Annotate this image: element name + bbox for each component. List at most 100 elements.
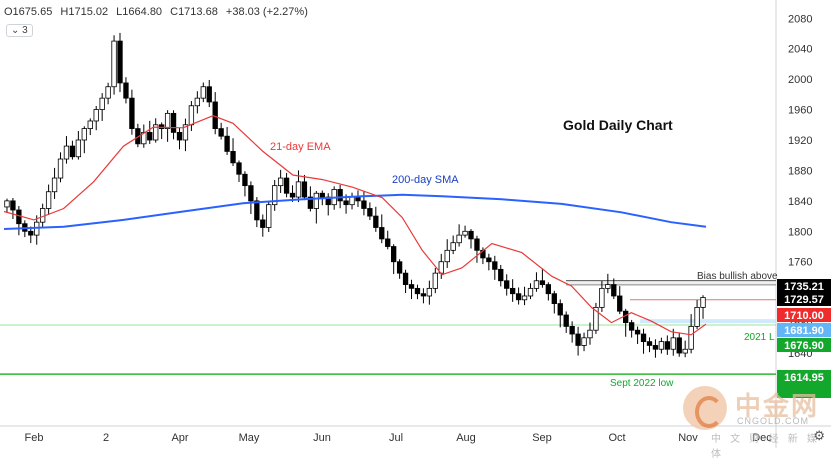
candle-body <box>426 287 433 297</box>
sept-low-label: Sept 2022 low <box>610 378 674 389</box>
price-tick-label: 2080 <box>788 13 812 25</box>
candle-body <box>414 287 421 295</box>
candle-body <box>391 246 397 263</box>
price-label-text: 1729.57 <box>784 294 824 306</box>
time-tick-label: Nov <box>678 432 698 444</box>
watermark: 中金网 CNGOLD.COM 中 文 财 经 新 媒 体 <box>677 380 827 460</box>
candle-body <box>355 196 361 202</box>
candle-body <box>266 204 272 228</box>
candle-body <box>170 112 177 133</box>
candle-body <box>153 124 159 141</box>
candle-body <box>224 135 230 152</box>
bias-label: Bias bullish above <box>697 271 778 282</box>
candle-body <box>462 230 468 236</box>
candle-body <box>581 337 587 346</box>
support-label-extra <box>777 384 831 398</box>
watermark-url: CNGOLD.COM <box>737 416 810 426</box>
price-label-1735.21 <box>777 279 831 293</box>
watermark-name: 中金网 <box>735 392 820 422</box>
candle-body <box>557 303 563 316</box>
candle-body <box>117 40 123 84</box>
candle-body <box>551 293 557 304</box>
time-tick-label: Jun <box>313 432 331 444</box>
candle-body <box>652 345 659 350</box>
candle-body <box>658 341 665 350</box>
candle-body <box>194 97 201 107</box>
watermark-tagline: 中 文 财 经 新 媒 体 <box>711 434 820 460</box>
time-tick-label: 2 <box>103 432 109 444</box>
price-tick-label: 1960 <box>788 105 812 117</box>
candle-body <box>10 200 16 211</box>
price-label-1681.90 <box>777 323 831 337</box>
ohlc-close: C1713.68 <box>170 6 218 18</box>
cngold-logo-icon <box>683 386 727 430</box>
candle-body <box>492 261 498 270</box>
candle-body <box>248 185 254 202</box>
candle-body <box>563 314 569 327</box>
candle-body <box>575 333 581 346</box>
time-tick-label: Feb <box>25 432 44 444</box>
candle-body <box>176 131 183 141</box>
chevron-down-icon: ⌄ <box>11 25 20 36</box>
candle-body <box>396 261 403 274</box>
ema-21-line <box>3 115 707 336</box>
candle-body <box>361 200 367 209</box>
candle-body <box>545 284 552 295</box>
ohlc-low: L1664.80 <box>116 6 163 18</box>
candle-body <box>379 227 385 240</box>
gear-icon[interactable]: ⚙ <box>813 428 825 443</box>
candle-body <box>99 97 105 110</box>
candle-body <box>682 348 688 354</box>
candle-body <box>45 191 52 209</box>
price-tick-label: 1880 <box>788 165 812 177</box>
candle-body <box>75 139 82 158</box>
candle-body <box>141 131 147 145</box>
candle-body <box>236 162 242 175</box>
candle-body <box>51 177 58 193</box>
time-tick-label: Dec <box>752 432 772 444</box>
ohlc-high: H1715.02 <box>60 6 109 18</box>
candle-body <box>599 287 605 308</box>
price-tick-label: 1920 <box>788 135 812 147</box>
candle-body <box>593 306 599 331</box>
candle-body <box>456 234 462 244</box>
price-label-1729.57 <box>777 292 831 306</box>
candle-body <box>474 238 480 251</box>
candle-body <box>200 86 206 99</box>
candle-body <box>670 337 676 350</box>
indicator-toggle[interactable]: ⌄ 3 <box>6 24 33 37</box>
candle-body <box>307 196 314 209</box>
candle-body <box>301 181 308 198</box>
candle-body <box>646 341 653 346</box>
candle-body <box>129 97 135 129</box>
candle-body <box>533 280 540 289</box>
price-label-text: 1735.21 <box>784 281 824 293</box>
candle-body <box>367 208 373 217</box>
chart-title: Gold Daily Chart <box>563 117 673 133</box>
candle-body <box>111 40 117 88</box>
candle-body <box>539 280 546 285</box>
candle-body <box>63 145 70 160</box>
sma-label: 200-day SMA <box>392 174 459 186</box>
candle-body <box>349 196 355 206</box>
candle-body <box>521 295 528 301</box>
indicator-count: 3 <box>22 25 28 36</box>
candle-body <box>283 177 290 194</box>
price-tick-label: 2000 <box>788 74 812 86</box>
price-tick-label: 1800 <box>788 226 812 238</box>
candle-body <box>277 177 284 187</box>
candle-body <box>182 124 189 141</box>
candle-body <box>688 326 694 350</box>
candle-body <box>87 120 93 129</box>
candle-body <box>486 257 492 263</box>
candle-body <box>373 215 379 228</box>
price-label-1676.90 <box>777 338 831 352</box>
price-label-text: 1710.00 <box>784 310 824 322</box>
price-label-1614.95 <box>777 370 831 384</box>
candle-body <box>504 280 510 289</box>
candle-body <box>569 326 575 335</box>
ohlc-change: +38.03 (+2.27%) <box>225 6 308 18</box>
time-tick-label: Jul <box>389 432 403 444</box>
candle-body <box>123 82 129 99</box>
candle-body <box>93 109 99 122</box>
